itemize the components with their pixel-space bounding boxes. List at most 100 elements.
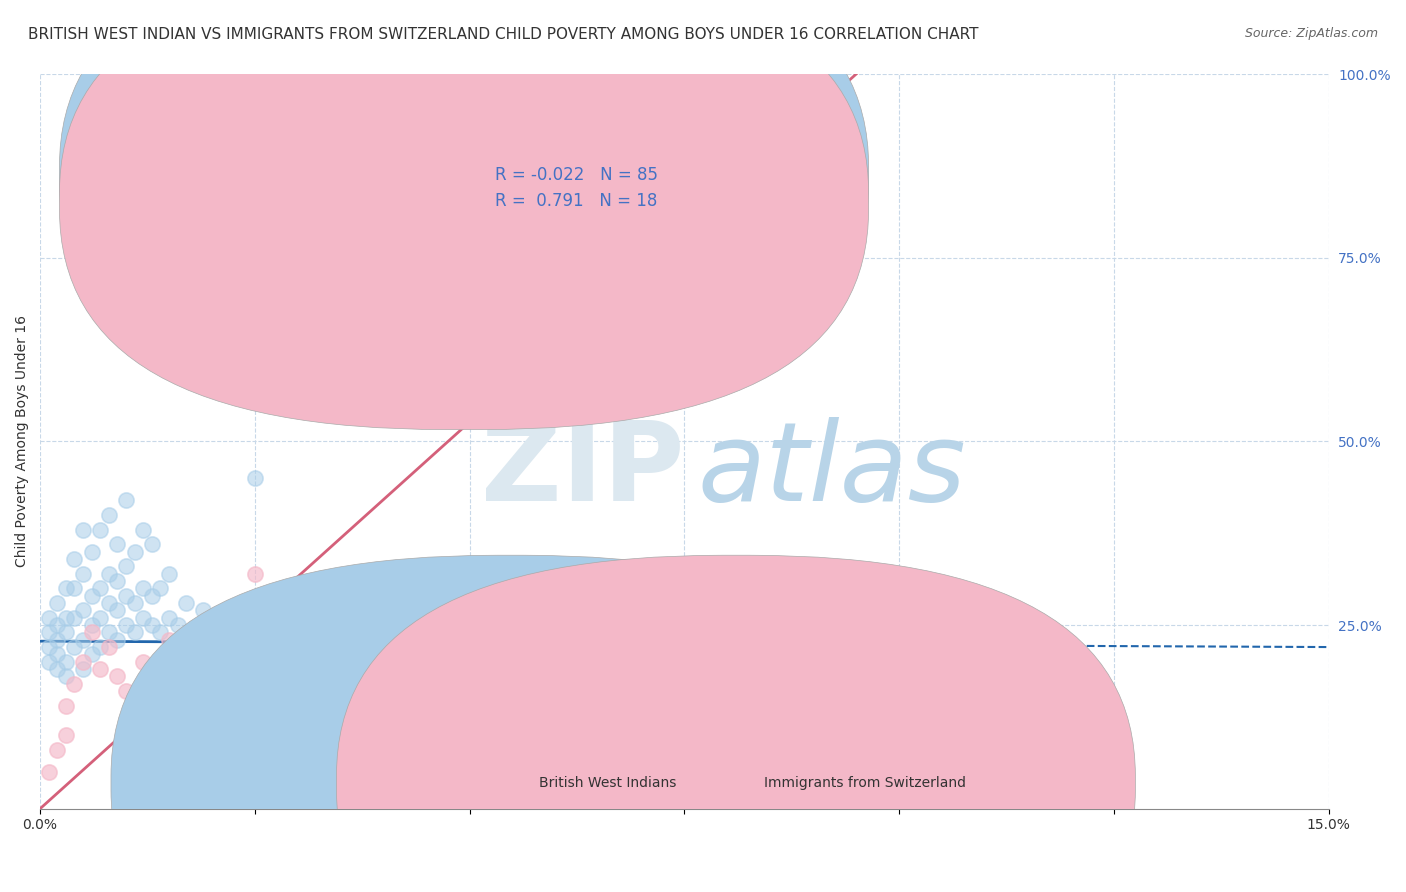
Point <box>72 566 94 581</box>
Point <box>80 625 103 640</box>
Point <box>89 640 111 654</box>
Point <box>458 655 481 669</box>
Point <box>243 471 266 485</box>
Point <box>80 544 103 558</box>
Point <box>759 632 782 647</box>
Point <box>218 662 240 676</box>
Point <box>38 764 60 779</box>
Point <box>157 566 180 581</box>
Point <box>157 610 180 624</box>
Text: R =  0.791   N = 18: R = 0.791 N = 18 <box>495 192 658 211</box>
Point <box>89 662 111 676</box>
Text: Source: ZipAtlas.com: Source: ZipAtlas.com <box>1244 27 1378 40</box>
FancyBboxPatch shape <box>111 555 910 892</box>
Point <box>845 648 868 662</box>
Point <box>373 625 395 640</box>
Point <box>107 603 129 617</box>
Point <box>89 523 111 537</box>
Point <box>141 589 163 603</box>
FancyBboxPatch shape <box>59 0 869 403</box>
Point <box>55 625 77 640</box>
Point <box>97 566 120 581</box>
Text: atlas: atlas <box>697 417 966 524</box>
Text: British West Indians: British West Indians <box>538 776 676 790</box>
Point <box>801 640 824 654</box>
Point <box>72 655 94 669</box>
Text: BRITISH WEST INDIAN VS IMMIGRANTS FROM SWITZERLAND CHILD POVERTY AMONG BOYS UNDE: BRITISH WEST INDIAN VS IMMIGRANTS FROM S… <box>28 27 979 42</box>
Point <box>38 625 60 640</box>
Point <box>270 669 292 683</box>
Point <box>141 537 163 551</box>
Point <box>141 618 163 632</box>
Point <box>46 596 69 610</box>
Point <box>46 632 69 647</box>
Point <box>115 684 138 698</box>
Point <box>115 559 138 574</box>
Point <box>46 618 69 632</box>
Point <box>149 582 172 596</box>
Point <box>107 574 129 588</box>
Point <box>588 655 610 669</box>
Point <box>89 582 111 596</box>
Text: R = -0.022   N = 85: R = -0.022 N = 85 <box>495 166 658 184</box>
Point <box>72 603 94 617</box>
Point <box>55 669 77 683</box>
Point <box>209 655 232 669</box>
Point <box>63 552 86 566</box>
Point <box>502 625 524 640</box>
Point <box>252 640 274 654</box>
Point <box>72 523 94 537</box>
Point <box>115 589 138 603</box>
Y-axis label: Child Poverty Among Boys Under 16: Child Poverty Among Boys Under 16 <box>15 316 30 567</box>
Point <box>218 603 240 617</box>
Point <box>226 669 249 683</box>
Text: Immigrants from Switzerland: Immigrants from Switzerland <box>765 776 966 790</box>
Point <box>97 640 120 654</box>
Point <box>55 582 77 596</box>
FancyBboxPatch shape <box>426 159 730 221</box>
Point <box>243 566 266 581</box>
Point <box>329 398 352 412</box>
Point <box>184 648 207 662</box>
Point <box>72 632 94 647</box>
Point <box>63 582 86 596</box>
FancyBboxPatch shape <box>336 555 1136 892</box>
Point <box>132 610 155 624</box>
Point <box>107 632 129 647</box>
Point <box>174 596 197 610</box>
Point <box>329 640 352 654</box>
Point <box>415 640 437 654</box>
Point <box>157 632 180 647</box>
Point <box>132 655 155 669</box>
Point <box>389 669 412 683</box>
Point <box>630 640 652 654</box>
FancyBboxPatch shape <box>59 0 869 430</box>
Point <box>55 728 77 742</box>
Point <box>184 625 207 640</box>
Point <box>38 610 60 624</box>
Point <box>716 625 738 640</box>
Point <box>132 523 155 537</box>
Point <box>115 493 138 508</box>
Point <box>287 662 309 676</box>
Point <box>201 640 224 654</box>
Text: ZIP: ZIP <box>481 417 685 524</box>
Point <box>55 655 77 669</box>
Point <box>107 669 129 683</box>
Point <box>107 537 129 551</box>
Point <box>63 677 86 691</box>
Point <box>80 589 103 603</box>
Point <box>287 684 309 698</box>
Point <box>55 698 77 713</box>
Point <box>46 648 69 662</box>
Point <box>124 625 146 640</box>
Point <box>72 662 94 676</box>
Point <box>63 610 86 624</box>
Point <box>356 655 378 669</box>
Point <box>304 691 326 706</box>
Point <box>46 743 69 757</box>
Point <box>132 582 155 596</box>
Point <box>38 640 60 654</box>
Point <box>46 662 69 676</box>
Point <box>889 640 911 654</box>
